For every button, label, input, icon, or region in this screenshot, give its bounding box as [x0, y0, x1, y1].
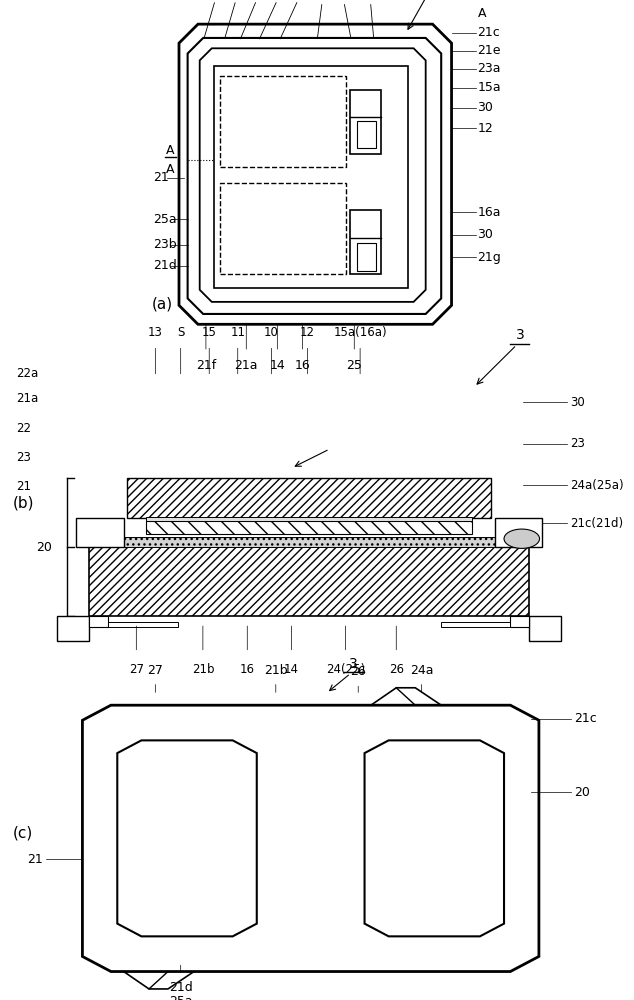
Text: (c): (c)	[13, 825, 33, 840]
Text: 16: 16	[240, 663, 255, 676]
Text: A: A	[165, 163, 174, 176]
Text: (b): (b)	[13, 495, 34, 510]
Text: 21a: 21a	[16, 392, 38, 406]
Bar	[214, 66, 408, 288]
Text: 24(25): 24(25)	[326, 663, 365, 676]
Polygon shape	[200, 48, 425, 302]
Text: 21c: 21c	[574, 712, 597, 725]
Text: 3: 3	[349, 657, 358, 671]
Polygon shape	[179, 24, 451, 324]
Text: 12: 12	[300, 326, 315, 339]
Text: 26: 26	[351, 665, 366, 678]
Polygon shape	[188, 38, 441, 314]
Text: 21d: 21d	[153, 259, 177, 272]
Bar	[95, 537, 523, 547]
Text: 21d: 21d	[169, 981, 193, 994]
Text: 21c: 21c	[477, 26, 500, 39]
Text: 21a: 21a	[235, 359, 258, 372]
Text: 15a(16a): 15a(16a)	[333, 326, 387, 339]
Bar	[510, 616, 529, 627]
Text: 21: 21	[16, 480, 31, 493]
Text: 12: 12	[477, 122, 493, 135]
Text: 25: 25	[346, 359, 362, 372]
Bar	[89, 616, 108, 627]
Text: 21: 21	[153, 171, 169, 184]
Text: A: A	[477, 7, 486, 20]
Text: 22a: 22a	[16, 367, 38, 380]
Text: 20: 20	[36, 541, 53, 554]
Text: 15a: 15a	[477, 81, 501, 94]
Text: 20: 20	[574, 786, 590, 799]
Text: 16a: 16a	[477, 206, 501, 219]
Polygon shape	[82, 705, 539, 972]
Text: 3: 3	[515, 328, 524, 342]
Bar	[441, 622, 510, 627]
Text: A: A	[165, 144, 174, 157]
Text: 23: 23	[571, 437, 585, 450]
Bar	[495, 518, 542, 547]
Text: 22: 22	[16, 422, 31, 435]
Text: 21f: 21f	[196, 359, 216, 372]
Bar	[350, 210, 381, 274]
Polygon shape	[365, 740, 504, 936]
Text: 21g: 21g	[477, 251, 501, 264]
Text: 23b: 23b	[153, 238, 177, 251]
Text: 23: 23	[16, 451, 30, 464]
Bar	[89, 547, 529, 616]
Text: 23a: 23a	[477, 62, 501, 76]
Text: 30: 30	[571, 396, 585, 409]
Text: 30: 30	[477, 101, 493, 114]
Text: 25a: 25a	[169, 995, 193, 1000]
Text: (a): (a)	[152, 296, 172, 311]
Text: 13: 13	[148, 326, 163, 339]
Bar	[146, 521, 472, 534]
Text: 21e: 21e	[477, 44, 501, 57]
Text: 24a(25a): 24a(25a)	[571, 479, 624, 492]
Bar	[529, 616, 561, 641]
Bar	[146, 517, 472, 521]
Bar	[221, 76, 346, 167]
Bar	[221, 183, 346, 274]
Text: S: S	[177, 326, 184, 339]
Bar	[57, 616, 89, 641]
Bar	[350, 90, 381, 154]
Polygon shape	[117, 740, 257, 936]
Text: 27: 27	[147, 664, 164, 677]
Text: 26: 26	[389, 663, 404, 676]
Text: 15: 15	[202, 326, 217, 339]
Text: 21: 21	[27, 853, 43, 866]
Text: 21c(21d): 21c(21d)	[571, 517, 624, 530]
Bar	[76, 518, 124, 547]
Text: 10: 10	[264, 326, 279, 339]
Bar	[357, 121, 376, 148]
Text: 14: 14	[284, 663, 299, 676]
Text: 21b: 21b	[191, 663, 214, 676]
Circle shape	[504, 529, 540, 548]
Bar	[127, 478, 491, 518]
Text: 27: 27	[129, 663, 144, 676]
Text: 25a: 25a	[153, 213, 177, 226]
Text: 16: 16	[295, 359, 311, 372]
Text: 11: 11	[230, 326, 245, 339]
Text: 30: 30	[477, 228, 493, 241]
Bar	[357, 243, 376, 271]
Text: 24a: 24a	[410, 664, 434, 677]
Text: 14: 14	[269, 359, 285, 372]
Bar	[108, 622, 178, 627]
Text: 21b: 21b	[264, 664, 288, 677]
